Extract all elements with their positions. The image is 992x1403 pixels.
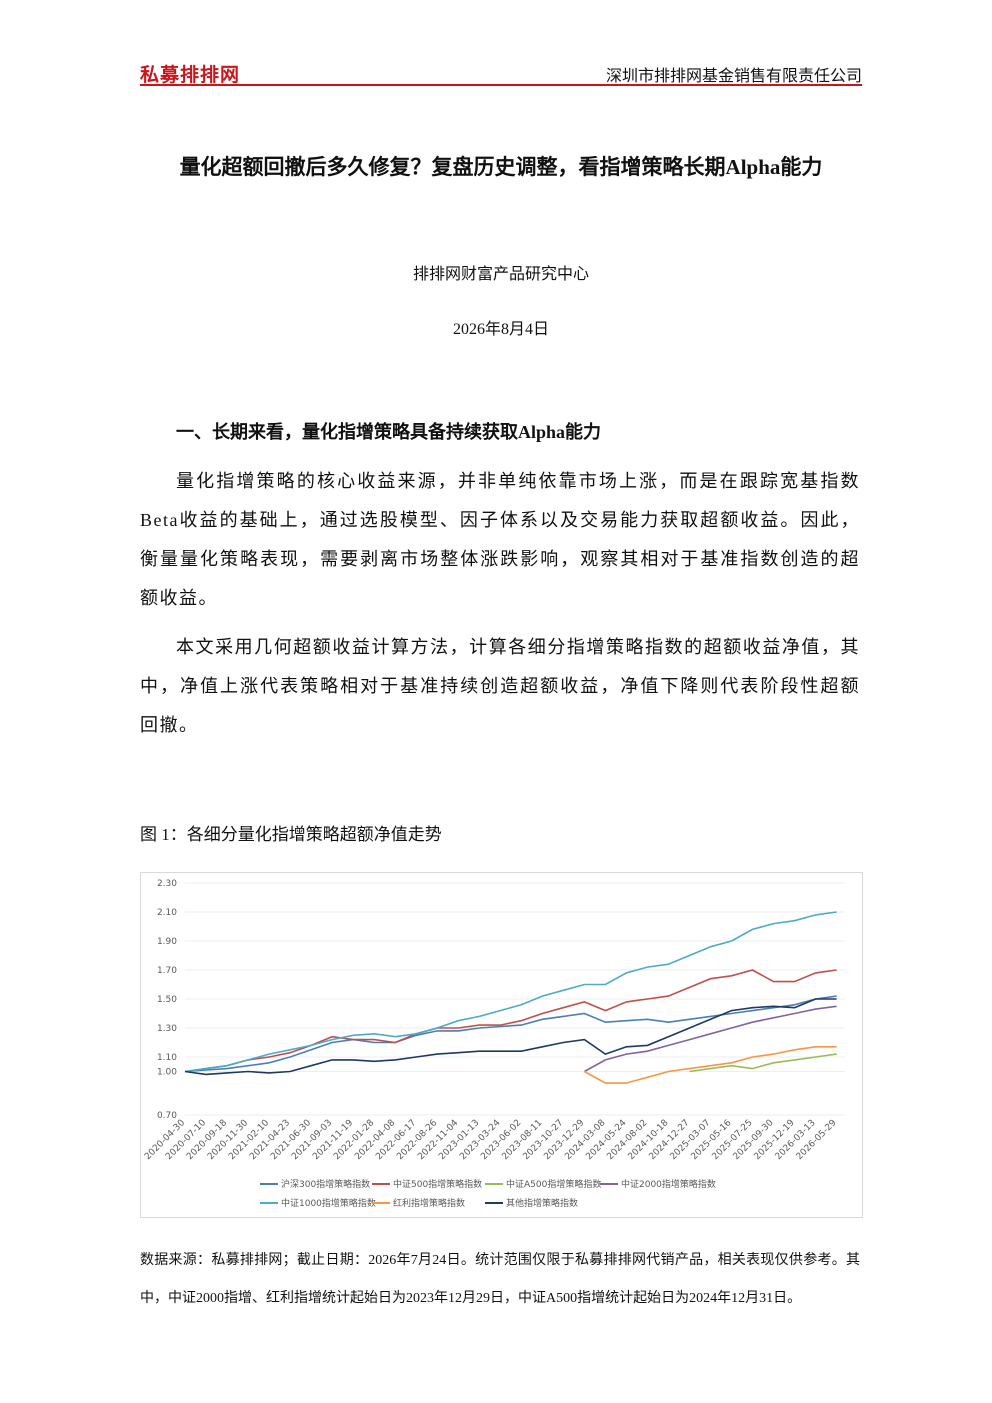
- chart: 0.701.001.101.301.501.701.902.102.302020…: [140, 872, 863, 1218]
- y-tick-label: 1.10: [157, 1053, 177, 1063]
- series-line: [584, 1046, 837, 1084]
- source-note: 数据来源：私募排排网；截止日期：2026年7月24日。统计范围仅限于私募排排网代…: [140, 1253, 860, 1306]
- series-line: [184, 969, 837, 1073]
- figure-caption: 图 1：各细分量化指增策略超额净值走势: [140, 825, 442, 844]
- paragraph: 本文采用几何超额收益计算方法，计算各细分指增策略指数的超额收益净值，其中，净值上…: [140, 637, 860, 735]
- y-tick-label: 1.30: [157, 1024, 177, 1034]
- y-tick-label: 1.50: [157, 995, 177, 1005]
- y-tick-label: 2.10: [157, 908, 177, 918]
- y-tick-label: 1.00: [157, 1068, 177, 1078]
- y-tick-label: 1.70: [157, 966, 177, 976]
- y-tick-label: 1.90: [157, 937, 177, 947]
- author: 排排网财富产品研究中心: [412, 266, 589, 283]
- y-tick-label: 0.70: [157, 1111, 177, 1121]
- legend-label: 中证2000指增策略指数: [621, 1178, 716, 1190]
- chart-frame: [140, 872, 863, 1218]
- series-line: [184, 911, 837, 1073]
- series-line: [689, 1053, 837, 1073]
- section-heading: 一、长期来看，量化指增策略具备持续获取Alpha能力: [176, 422, 602, 442]
- legend-label: 沪深300指增策略指数: [281, 1178, 370, 1190]
- paragraph: 量化指增策略的核心收益来源，并非单纯依靠市场上涨，而是在跟踪宽基指数Beta收益…: [140, 471, 860, 608]
- company: 深圳市排排网基金销售有限责任公司: [605, 68, 862, 85]
- legend-label: 中证A500指增策略指数: [506, 1178, 601, 1190]
- date: 2026年8月4日: [452, 321, 549, 338]
- legend-label: 其他指增策略指数: [506, 1197, 578, 1209]
- title: 量化超额回撤后多久修复？复盘历史调整，看指增策略长期Alpha能力: [179, 155, 823, 179]
- legend-label: 中证1000指增策略指数: [281, 1197, 376, 1209]
- series-line: [184, 995, 837, 1073]
- legend-label: 红利指增策略指数: [393, 1197, 465, 1209]
- header-rule: [140, 84, 862, 86]
- series-line: [184, 998, 837, 1076]
- y-tick-label: 2.30: [157, 879, 177, 889]
- legend-label: 中证500指增策略指数: [393, 1178, 482, 1190]
- series-line: [584, 1005, 837, 1073]
- logo: 私募排排网: [140, 64, 241, 86]
